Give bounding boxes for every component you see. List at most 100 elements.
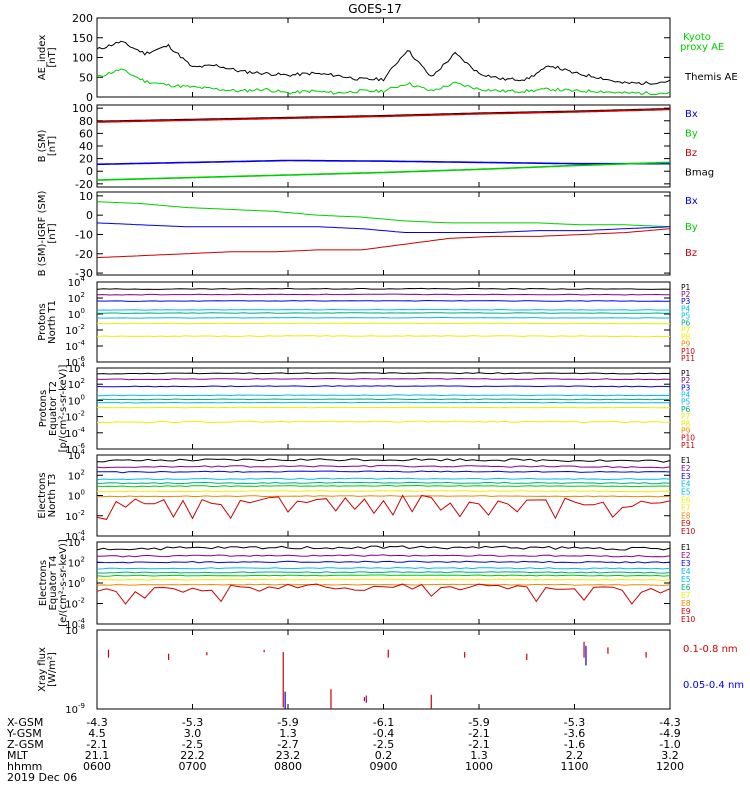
y-tick-label: 20 bbox=[79, 153, 93, 166]
y-tick-exponent: -8 bbox=[78, 623, 85, 631]
footer-value: -2.1 bbox=[86, 738, 107, 751]
footer-value: -1.6 bbox=[564, 738, 585, 751]
y-tick-exponent: -4 bbox=[78, 529, 86, 537]
legend-entry: P8 bbox=[681, 419, 691, 428]
legend-entry: Themis AE bbox=[684, 72, 738, 83]
y-tick-label: 0 bbox=[86, 91, 93, 104]
legend-entry: Bmag bbox=[685, 168, 714, 179]
footer-value: 4.5 bbox=[88, 727, 106, 740]
y-tick-exponent: 0 bbox=[81, 576, 85, 584]
footer-value: -5.9 bbox=[277, 716, 298, 729]
y-tick-exponent: -2 bbox=[78, 410, 85, 418]
y-tick-label: 40 bbox=[79, 140, 93, 153]
flux-series-line bbox=[96, 398, 671, 401]
series-line bbox=[96, 159, 670, 166]
y-tick-label: 100 bbox=[68, 489, 85, 503]
footer-row-label: Y-GSM bbox=[6, 727, 42, 740]
footer-value: 0700 bbox=[179, 760, 207, 773]
legend-entry: P9 bbox=[681, 340, 691, 349]
y-tick-exponent: 2 bbox=[81, 377, 85, 385]
footer-row-label: hhmm bbox=[7, 760, 42, 773]
flux-series-line bbox=[96, 554, 671, 558]
legend-entry: P2 bbox=[681, 376, 691, 385]
panel-3: 10 0 -10 -20 -30 B (SM)-IGRF (SM) [nT] Bx By Bz bbox=[37, 190, 698, 280]
flux-series-line bbox=[97, 394, 671, 397]
y-tick-label: 100 bbox=[72, 52, 93, 65]
y-tick-exponent: -9 bbox=[78, 702, 85, 710]
ephemeris-footer: X-GSMY-GSMZ-GSMMLThhmm-4.34.5-2.121.1060… bbox=[6, 716, 684, 784]
y-axis-label: B (SM) bbox=[37, 129, 48, 162]
flux-series-line bbox=[96, 293, 670, 296]
legend-entry: P3 bbox=[681, 383, 691, 392]
y-tick-exponent: 2 bbox=[81, 291, 85, 299]
y-tick-label: 104 bbox=[68, 448, 86, 462]
legend-entry: P9 bbox=[681, 426, 691, 435]
flux-series-line bbox=[96, 566, 671, 570]
flux-series-line bbox=[96, 574, 671, 577]
y-tick-label: -10 bbox=[75, 228, 93, 241]
y-axis-label: North T1 bbox=[47, 300, 58, 344]
legend-entry: E7 bbox=[681, 591, 691, 600]
y-tick-exponent: -2 bbox=[78, 323, 85, 331]
y-tick-label: 0 bbox=[86, 209, 93, 222]
y-axis-label: North T3 bbox=[47, 474, 58, 518]
flux-series-line bbox=[97, 312, 670, 314]
flux-series-line bbox=[96, 470, 671, 474]
flux-series-line bbox=[96, 571, 671, 574]
footer-value: -0.4 bbox=[373, 727, 394, 740]
y-tick-label: 10-2 bbox=[65, 323, 85, 337]
legend-entry: E4 bbox=[681, 567, 691, 576]
footer-value: -4.3 bbox=[86, 716, 107, 729]
y-tick-exponent: -4 bbox=[78, 426, 86, 434]
legend-entry: P5 bbox=[681, 311, 691, 320]
flux-series-line bbox=[96, 316, 670, 319]
flux-series-line bbox=[96, 287, 671, 290]
flux-series-line bbox=[97, 401, 671, 404]
legend-entry: E2 bbox=[681, 551, 691, 560]
y-tick-label: 104 bbox=[68, 361, 86, 375]
footer-value: 0600 bbox=[83, 760, 111, 773]
legend-entry: P6 bbox=[681, 318, 691, 327]
flux-series-line bbox=[96, 481, 671, 485]
flux-series-line bbox=[96, 583, 671, 605]
footer-value: 1.3 bbox=[470, 749, 488, 762]
y-axis-label: [e/(cm²-s-sr-keV)] bbox=[58, 539, 69, 627]
y-tick-exponent: 4 bbox=[81, 361, 86, 369]
footer-value: 0900 bbox=[370, 760, 398, 773]
legend-entry: E8 bbox=[681, 511, 691, 520]
y-tick-label: 100 bbox=[68, 393, 85, 407]
legend-entry: P6 bbox=[681, 405, 691, 414]
legend-entry: P3 bbox=[681, 297, 691, 306]
legend-entry: E5 bbox=[681, 488, 691, 497]
legend-entry: Kyoto bbox=[683, 32, 711, 43]
legend-entry: P1 bbox=[681, 369, 691, 378]
footer-value: -5.3 bbox=[182, 716, 203, 729]
y-tick-label: 50 bbox=[79, 71, 93, 84]
footer-value: -1.0 bbox=[659, 738, 680, 751]
legend-entry: E3 bbox=[681, 559, 691, 568]
legend-entry: E10 bbox=[681, 615, 696, 624]
legend-entry: E9 bbox=[681, 519, 691, 528]
flux-series-line bbox=[96, 545, 671, 551]
legend-entry: P11 bbox=[681, 441, 695, 450]
legend-entry: E6 bbox=[681, 496, 691, 505]
date-label: 2019 Dec 06 bbox=[7, 771, 77, 784]
y-axis-label: Equator T4 bbox=[48, 556, 59, 611]
legend-entry: P5 bbox=[681, 398, 691, 407]
legend-entry: P10 bbox=[681, 347, 695, 356]
legend-entry: By bbox=[685, 222, 698, 233]
panel-frame bbox=[96, 104, 671, 188]
y-tick-label: 104 bbox=[68, 535, 86, 549]
flux-series-line bbox=[96, 420, 671, 424]
series-line bbox=[96, 68, 671, 96]
y-tick-label: 10-2 bbox=[65, 509, 85, 523]
panel-8: 10-8 10-9 Xray flux [W/m²] 0.1-0.8 nm 0.05-0.… bbox=[37, 623, 744, 716]
y-tick-label: -30 bbox=[75, 267, 93, 280]
series-line bbox=[96, 228, 671, 259]
